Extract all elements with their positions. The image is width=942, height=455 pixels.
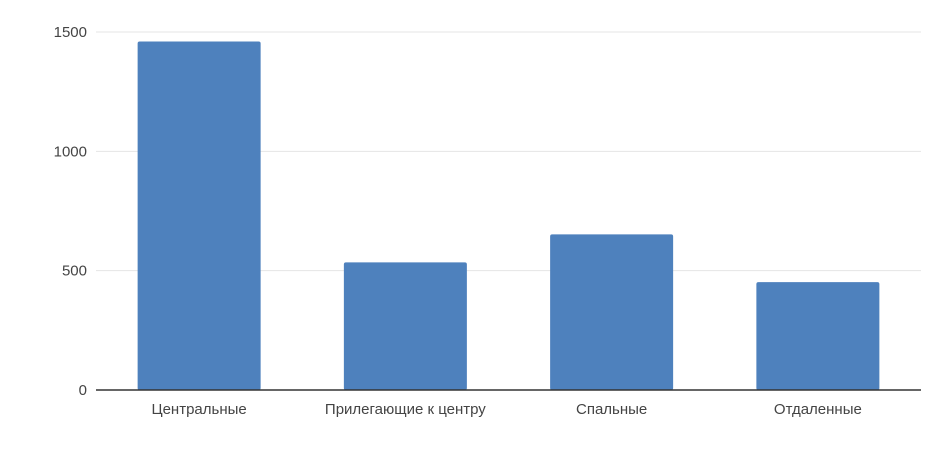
bars (137, 41, 880, 391)
bar-1 (343, 262, 467, 390)
x-tick-label: Отдаленные (774, 401, 862, 418)
tick-labels: 0 500 1000 1500 Центральные Прилегающие к цен… (54, 24, 862, 418)
bar-3 (756, 282, 880, 390)
y-tick-label: 1500 (54, 24, 87, 41)
y-tick-label: 0 (79, 382, 87, 399)
y-tick-label: 500 (62, 263, 87, 280)
bar-0 (137, 41, 261, 391)
x-tick-label: Прилегающие к центру (325, 401, 486, 418)
y-tick-label: 1000 (54, 143, 87, 160)
x-tick-label: Спальные (576, 401, 647, 418)
bar-2 (550, 234, 674, 390)
x-tick-label: Центральные (151, 401, 246, 418)
